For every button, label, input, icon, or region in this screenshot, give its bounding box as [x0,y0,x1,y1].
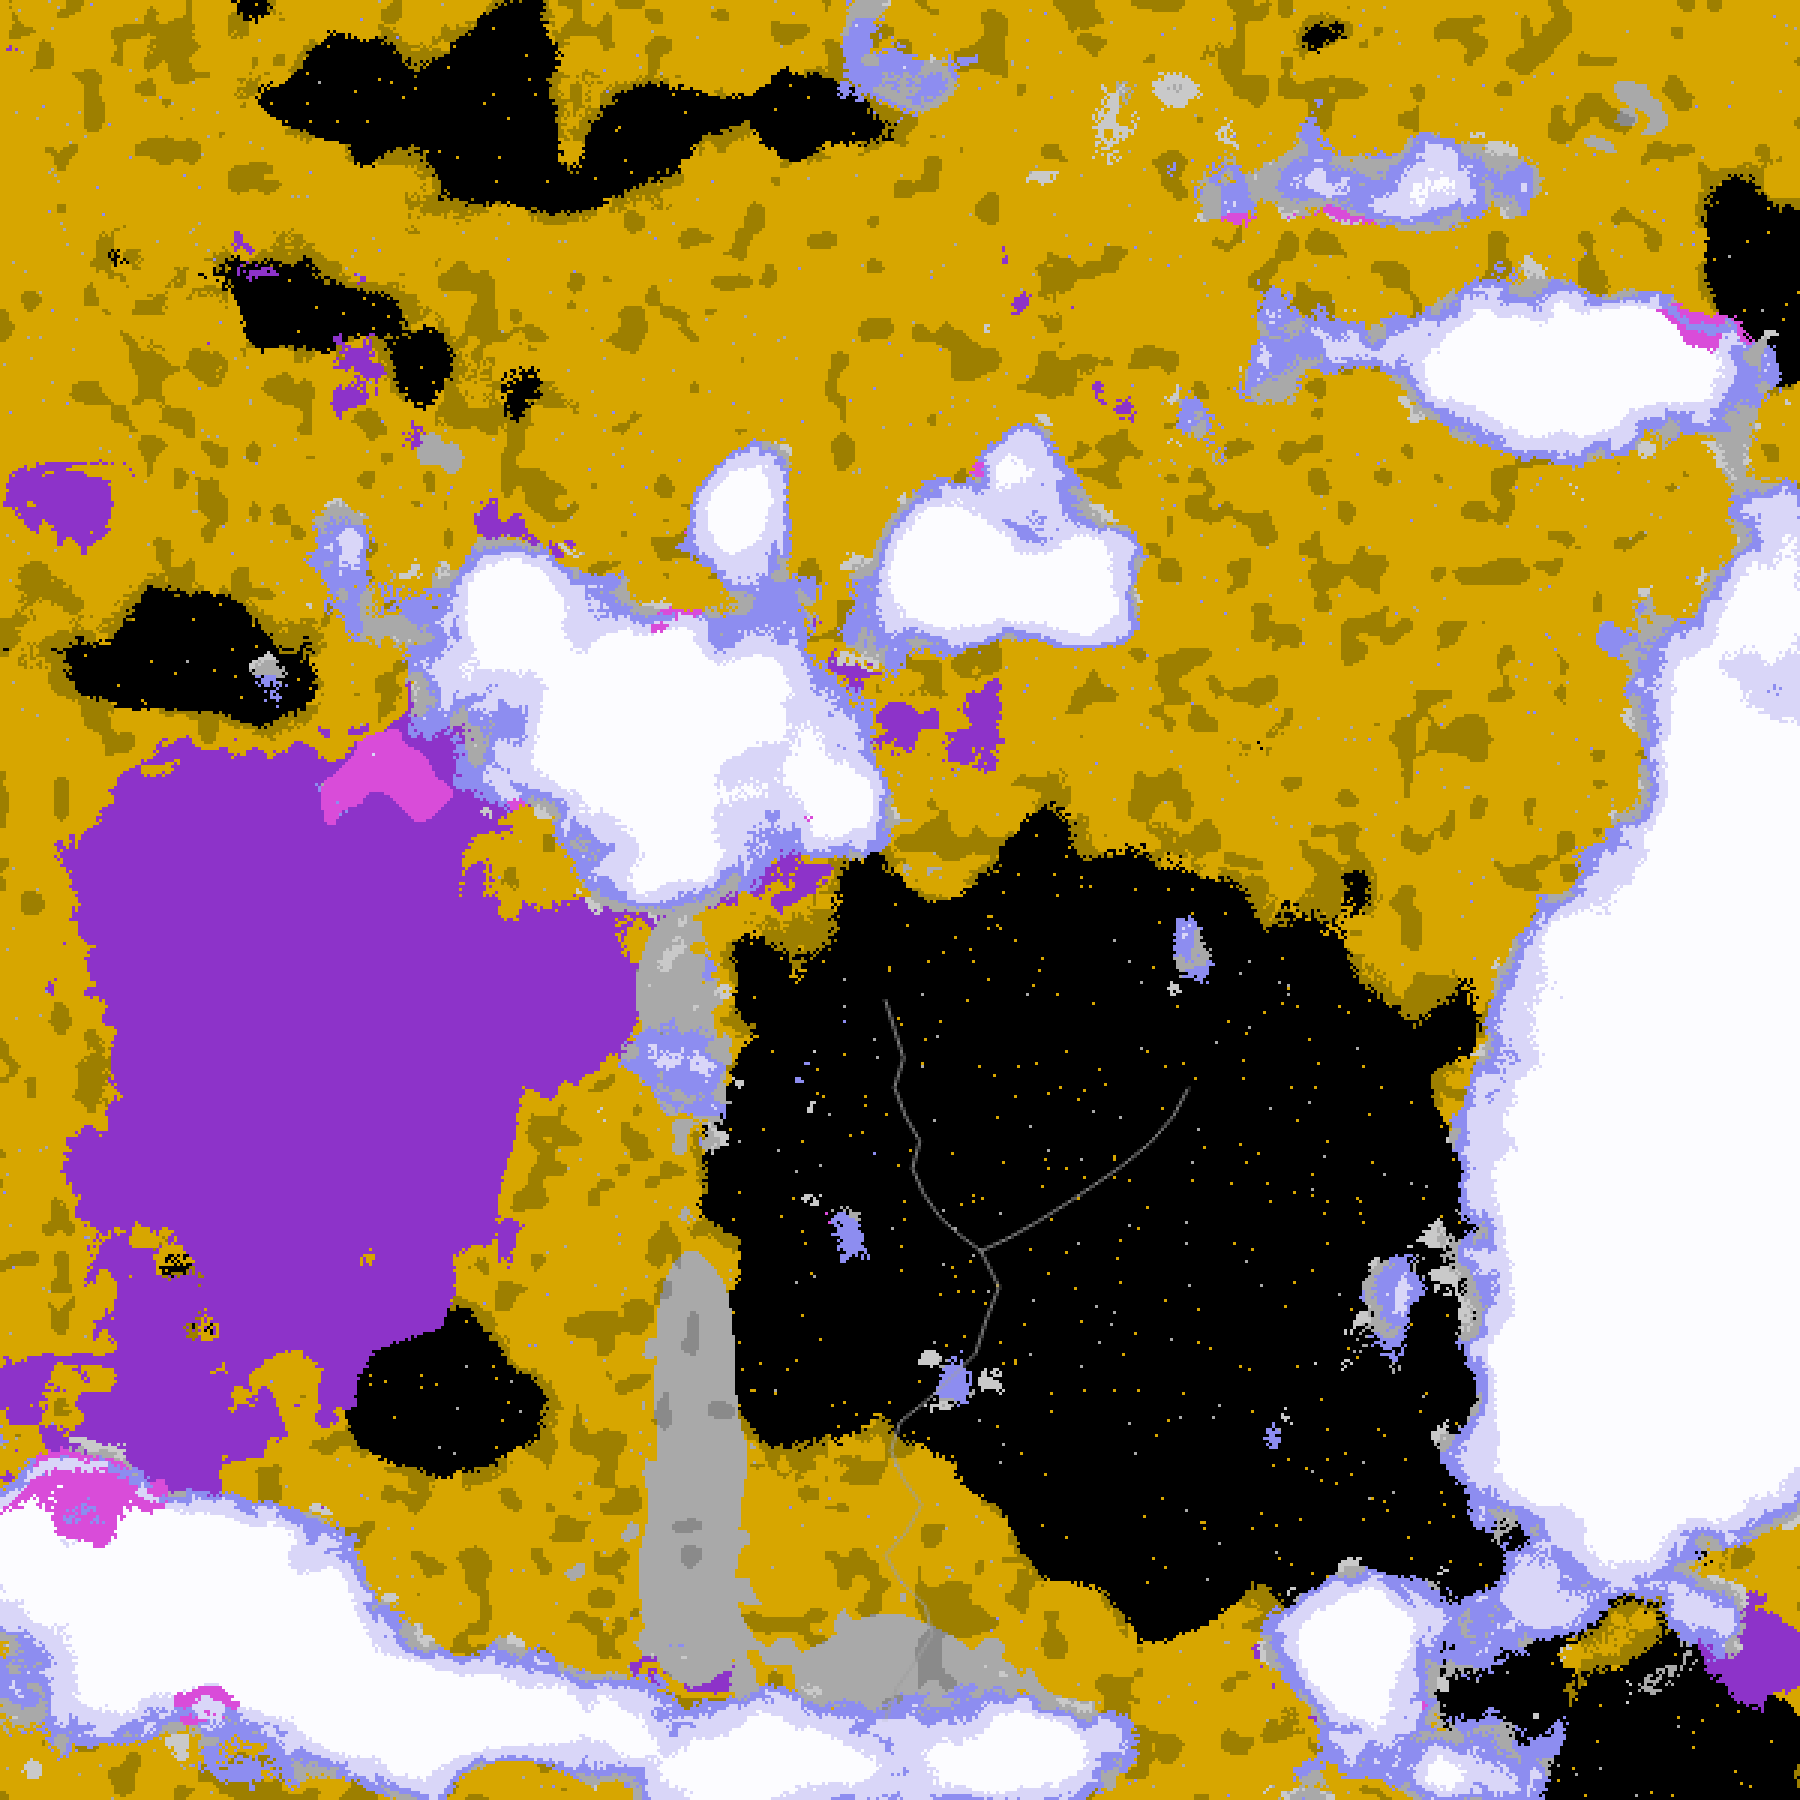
satellite-image-viewport [0,0,1800,1800]
satellite-false-color-raster [0,0,1800,1800]
